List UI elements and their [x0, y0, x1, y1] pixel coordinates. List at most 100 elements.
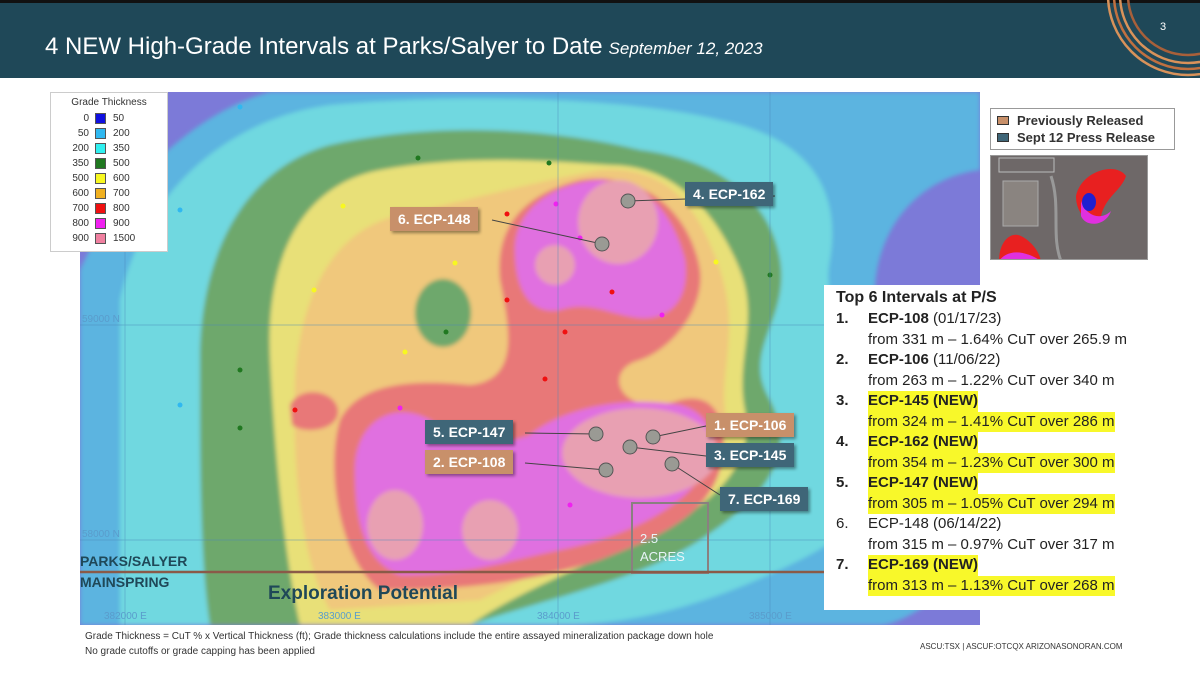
intervals-title: Top 6 Intervals at P/S: [836, 289, 997, 306]
interval-heading: ECP-106 (11/06/22): [868, 350, 1000, 371]
contour-900-1500-north-small: [535, 245, 575, 285]
release-legend: Previously Released Sept 12 Press Releas…: [990, 108, 1175, 150]
slide-header: 4 NEW High-Grade Intervals at Parks/Saly…: [0, 0, 1200, 78]
interval-indent: [836, 330, 868, 351]
release-legend-previous: Previously Released: [997, 112, 1168, 129]
interval-item: 7. ECP-169 (NEW): [836, 555, 1163, 576]
callout-ecp-148: 6. ECP-148: [390, 207, 479, 231]
legend-high: 50: [113, 113, 125, 124]
interval-heading: ECP-145 (NEW): [868, 391, 979, 412]
interval-number: 1.: [836, 310, 849, 327]
interval-item: 2. ECP-106 (11/06/22): [836, 350, 1163, 371]
interval-detail-row: from 263 m – 1.22% CuT over 340 m: [836, 371, 1163, 392]
interval-detail-row: from 331 m – 1.64% CuT over 265.9 m: [836, 330, 1163, 351]
grade-thickness-legend: Grade Thickness 0 50 50 200 200 350 350 500 500 6…: [50, 92, 168, 252]
top-intervals-panel: Top 6 Intervals at P/S 1. ECP-108 (01/17/…: [824, 285, 1175, 610]
callout-ecp-108: 2. ECP-108: [425, 450, 514, 474]
interval-indent: [836, 412, 868, 433]
interval-hole: ECP-148: [868, 515, 929, 532]
interval-tag: (11/06/22): [933, 351, 1001, 368]
interval-heading: ECP-169 (NEW): [868, 555, 979, 576]
legend-low: 700: [72, 203, 89, 214]
interval-hole: ECP-106: [868, 351, 929, 368]
grid-label-east-4: 385000 E: [749, 611, 792, 622]
interval-detail-row: from 354 m – 1.23% CuT over 300 m: [836, 452, 1163, 474]
interval-heading: ECP-108 (01/17/23): [868, 309, 1001, 330]
legend-row: 50 200: [57, 126, 161, 141]
interval-detail: from 305 m – 1.05% CuT over 294 m: [868, 493, 1115, 514]
legend-title: Grade Thickness: [71, 97, 147, 108]
release-label-previous: Previously Released: [1017, 113, 1144, 128]
interval-heading: ECP-162 (NEW): [868, 432, 979, 453]
legend-row: 500 600: [57, 171, 161, 186]
grid-label-north-2: 58000 N: [82, 529, 120, 540]
interval-heading: ECP-148 (06/14/22): [868, 514, 1001, 535]
interval-number: 5.: [836, 474, 849, 491]
interval-number: 4.: [836, 433, 849, 450]
inset-map-image: [998, 157, 1126, 259]
drill-hole-dots: [177, 104, 773, 508]
legend-swatch: [95, 173, 106, 184]
interval-heading: ECP-147 (NEW): [868, 473, 979, 494]
grid-label-east-2: 383000 E: [318, 611, 361, 622]
interval-tag: (01/17/23): [933, 310, 1002, 327]
legend-row: 900 1500: [57, 231, 161, 246]
legend-row: 700 800: [57, 201, 161, 216]
legend-row: 800 900: [57, 216, 161, 231]
interval-hole: ECP-108: [868, 310, 929, 327]
interval-indent: [836, 535, 868, 556]
footnote-grade-thickness: Grade Thickness = CuT % x Vertical Thick…: [85, 631, 714, 642]
interval-tag: (NEW): [933, 556, 979, 573]
legend-high: 800: [113, 203, 130, 214]
callout-ecp-106: 1. ECP-106: [706, 413, 795, 437]
interval-detail: from 354 m – 1.23% CuT over 300 m: [868, 452, 1115, 473]
legend-swatch: [95, 218, 106, 229]
interval-indent: [836, 494, 868, 515]
swatch-previous: [997, 116, 1009, 125]
grid-label-east-1: 382000 E: [104, 611, 147, 622]
contour-700-800-west: [290, 392, 339, 430]
callout-ecp-145: 3. ECP-145: [706, 443, 795, 467]
boundary-label-parks-salyer: PARKS/SALYER: [80, 553, 188, 569]
callout-ecp-162: 4. ECP-162: [685, 182, 774, 206]
interval-item: 5. ECP-147 (NEW): [836, 473, 1163, 494]
interval-indent: [836, 453, 868, 474]
slide-title: 4 NEW High-Grade Intervals at Parks/Saly…: [45, 33, 763, 61]
legend-row: 600 700: [57, 186, 161, 201]
page-number: 3: [1160, 21, 1167, 33]
location-inset-map: [990, 155, 1148, 260]
boundary-label-mainspring: MAINSPRING: [80, 574, 170, 590]
legend-low: 800: [72, 218, 89, 229]
legend-high: 350: [113, 143, 130, 154]
interval-number: 7.: [836, 556, 849, 573]
release-label-sept12: Sept 12 Press Release: [1017, 130, 1156, 145]
contour-900-1500-sw: [367, 490, 423, 560]
legend-low: 350: [72, 158, 89, 169]
legend-row: 200 350: [57, 141, 161, 156]
legend-low: 0: [83, 113, 89, 124]
legend-low: 500: [72, 173, 89, 184]
interval-hole: ECP-145: [868, 392, 929, 409]
copper-rings-logo: [1106, 0, 1200, 77]
interval-number: 2.: [836, 351, 849, 368]
legend-low: 900: [72, 233, 89, 244]
interval-tag: (NEW): [933, 392, 979, 409]
legend-swatch: [95, 233, 106, 244]
interval-item: 1. ECP-108 (01/17/23): [836, 309, 1163, 330]
interval-detail: from 331 m – 1.64% CuT over 265.9 m: [868, 330, 1128, 348]
legend-high: 700: [113, 188, 130, 199]
interval-detail-row: from 305 m – 1.05% CuT over 294 m: [836, 493, 1163, 515]
highlighted-drill-holes: [588, 193, 680, 478]
interval-hole: ECP-169: [868, 556, 929, 573]
callout-ecp-169: 7. ECP-169: [720, 487, 809, 511]
legend-high: 200: [113, 128, 130, 139]
interval-item: 3. ECP-145 (NEW): [836, 391, 1163, 412]
interval-detail-row: from 313 m – 1.13% CuT over 268 m: [836, 575, 1163, 596]
interval-tag: (06/14/22): [933, 515, 1002, 532]
interval-detail: from 313 m – 1.13% CuT over 268 m: [868, 575, 1115, 596]
release-legend-sept12: Sept 12 Press Release: [997, 129, 1168, 146]
legend-swatch: [95, 113, 106, 124]
interval-hole: ECP-147: [868, 474, 929, 491]
interval-detail: from 315 m – 0.97% CuT over 317 m: [868, 535, 1115, 553]
legend-swatch: [95, 143, 106, 154]
